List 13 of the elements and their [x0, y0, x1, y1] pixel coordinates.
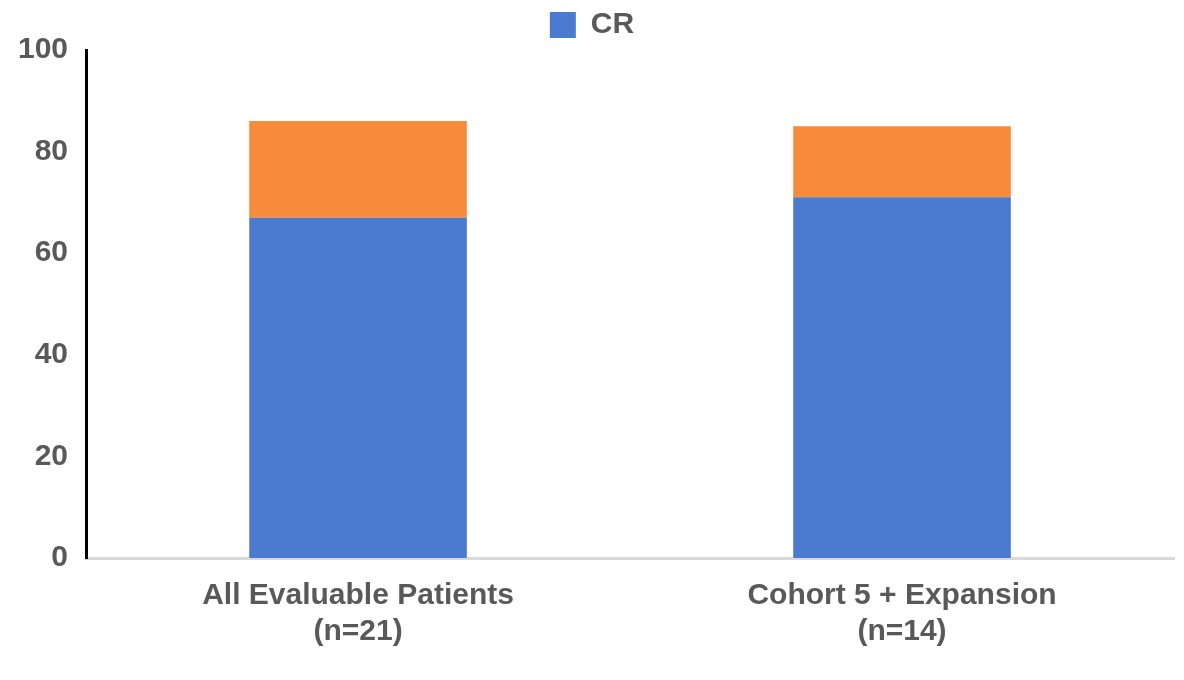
y-tick-label: 20	[34, 437, 69, 471]
bar	[249, 121, 467, 218]
y-tick-label: 40	[34, 336, 69, 370]
legend-label: CR	[590, 6, 635, 40]
bar	[249, 217, 467, 558]
bar	[793, 197, 1011, 558]
bar	[793, 126, 1011, 198]
x-tick-label: Cohort 5 + Expansion (n=14)	[747, 577, 1057, 647]
y-tick-label: 0	[51, 539, 69, 573]
y-tick-label: 60	[34, 234, 69, 268]
x-tick-label: All Evaluable Patients (n=21)	[202, 577, 514, 647]
y-tick-label: 100	[17, 31, 69, 65]
y-tick-label: 80	[34, 132, 69, 166]
